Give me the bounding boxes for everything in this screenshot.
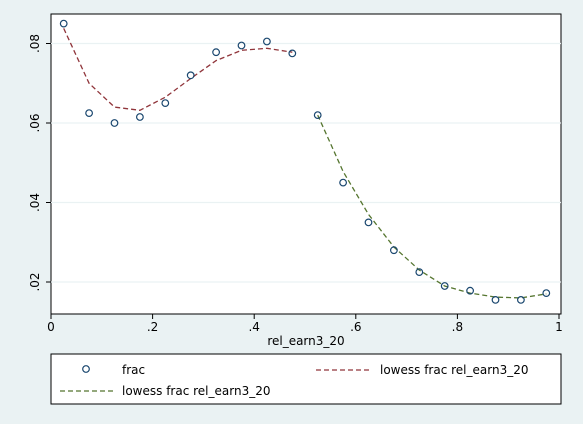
data-point [390, 246, 398, 255]
data-point [466, 286, 475, 295]
data-point [161, 99, 170, 107]
data-point [135, 113, 144, 121]
x-axis-title: rel_earn3_20 [267, 334, 344, 348]
y-tick-label: .04 [28, 193, 42, 212]
legend-marker-frac [82, 365, 90, 373]
x-tick-label: .8 [452, 320, 463, 334]
plot-area [50, 13, 562, 315]
data-point [110, 119, 119, 127]
data-point [339, 178, 348, 187]
data-point [237, 41, 246, 50]
data-point [440, 282, 449, 290]
y-tick-label: .06 [28, 113, 42, 132]
data-point [517, 296, 525, 304]
data-point [85, 109, 93, 117]
x-axis: 0 .2 .4 .6 .8 1 [47, 314, 563, 334]
y-tick-label: .08 [28, 34, 42, 53]
lowess-line [63, 28, 293, 111]
data-point [364, 218, 373, 227]
data-point [415, 268, 424, 277]
legend-label-lowess-2: lowess frac rel_earn3_20 [122, 384, 270, 398]
data-point [263, 37, 271, 46]
legend-box [50, 353, 562, 405]
data-point [313, 111, 322, 119]
x-tick-label: 0 [47, 320, 55, 334]
data-point [542, 289, 551, 298]
x-tick-label: .2 [147, 320, 158, 334]
y-tick-label: .02 [28, 272, 42, 291]
data-point [59, 19, 68, 28]
x-tick-label: 1 [555, 320, 563, 334]
y-axis: .02 .04 .06 .08 [28, 34, 51, 292]
legend-label-frac: frac [122, 363, 145, 377]
gridlines [51, 42, 561, 283]
data-point [186, 71, 195, 80]
data-point [288, 49, 297, 58]
x-tick-label: .4 [248, 320, 259, 334]
lowess-line [317, 114, 547, 299]
legend-label-lowess-1: lowess frac rel_earn3_20 [380, 363, 528, 377]
series-points [59, 19, 551, 304]
x-tick-label: .6 [350, 320, 361, 334]
data-point [491, 296, 500, 304]
data-point [212, 48, 221, 57]
series-lines [63, 28, 547, 299]
